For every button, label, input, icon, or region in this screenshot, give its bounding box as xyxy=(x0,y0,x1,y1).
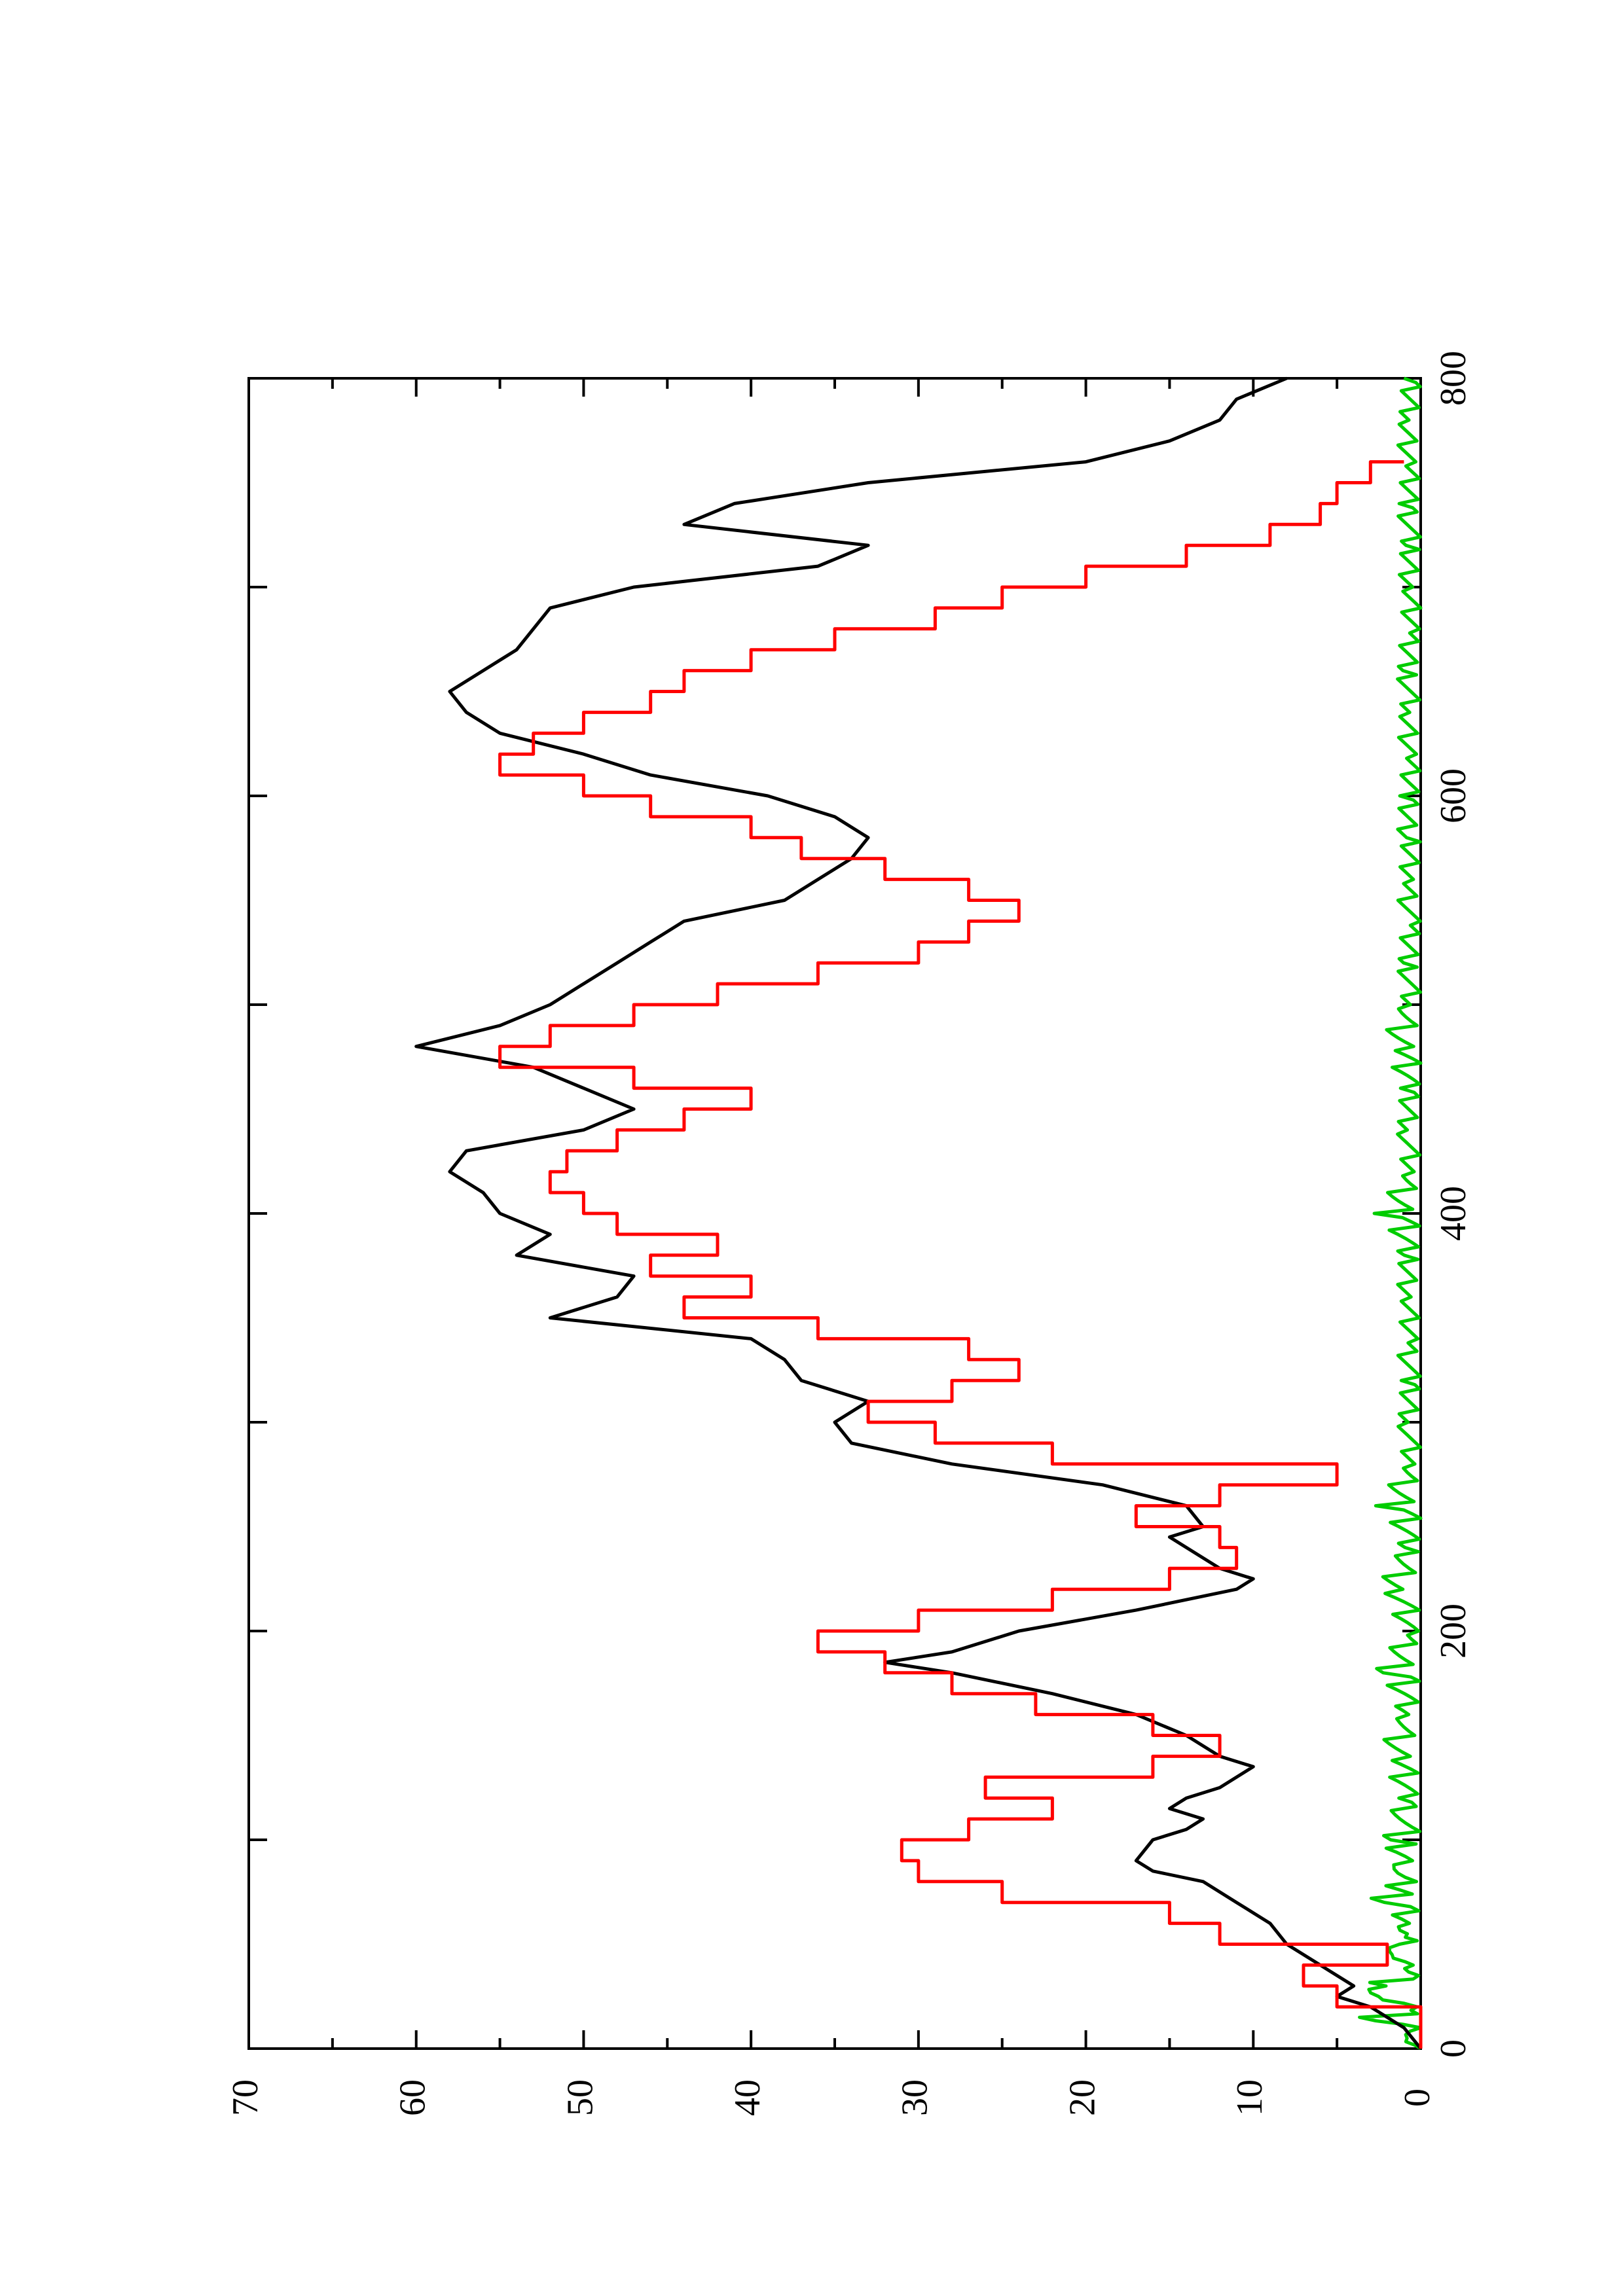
y-tick-label: 20 xyxy=(1062,2079,1103,2116)
y-tick-label: 60 xyxy=(393,2079,433,2116)
x-tick-label: 0 xyxy=(1433,2039,1474,2058)
x-tick-label: 200 xyxy=(1433,1604,1474,1659)
axis-ticks xyxy=(247,377,1422,2050)
series-line xyxy=(1358,376,1423,2051)
x-tick-label: 400 xyxy=(1433,1186,1474,1241)
y-tick-label: 40 xyxy=(727,2079,768,2116)
y-tick-label: 10 xyxy=(1230,2079,1270,2116)
tick-labels: 0 200 400 600 800 0 10 20 30 40 50 60 70 xyxy=(225,351,1474,2116)
x-tick-label: 600 xyxy=(1433,768,1474,823)
y-tick-label: 50 xyxy=(560,2079,600,2116)
series-line xyxy=(498,460,1423,2049)
y-tick-label: 0 xyxy=(1397,2089,1438,2107)
series-layer xyxy=(414,376,1423,2051)
x-tick-label: 800 xyxy=(1433,351,1474,406)
y-tick-label: 30 xyxy=(895,2079,936,2116)
series-line xyxy=(414,376,1422,2050)
y-tick-label: 70 xyxy=(225,2079,266,2116)
